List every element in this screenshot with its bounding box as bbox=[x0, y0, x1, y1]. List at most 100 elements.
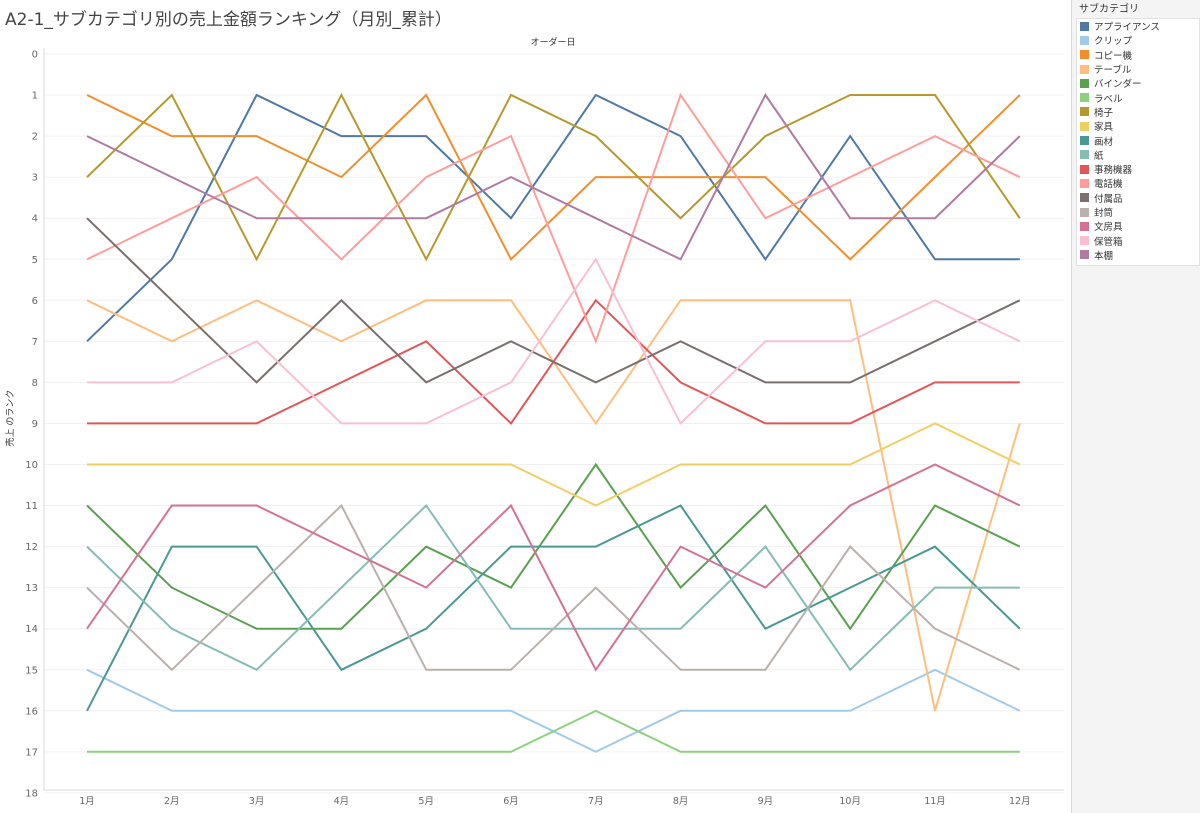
legend-item[interactable]: ラベル bbox=[1077, 90, 1199, 105]
legend-item[interactable]: 家具 bbox=[1077, 119, 1199, 133]
x-tick-label: 11月 bbox=[924, 796, 946, 807]
y-tick-label: 13 bbox=[25, 583, 38, 594]
legend-label: ラベル bbox=[1094, 93, 1123, 105]
y-tick-label: 17 bbox=[25, 747, 38, 758]
legend-label: 本棚 bbox=[1094, 250, 1114, 262]
legend-label: アプライアンス bbox=[1094, 22, 1160, 34]
x-tick-label: 9月 bbox=[758, 796, 774, 807]
y-tick-label: 9 bbox=[32, 419, 38, 430]
y-tick-label: 10 bbox=[25, 460, 38, 471]
series-line-2 bbox=[86, 93, 1021, 261]
y-tick-label: 2 bbox=[32, 132, 38, 143]
series-line-5 bbox=[87, 709, 1020, 753]
x-tick-label: 5月 bbox=[418, 796, 434, 807]
y-tick-label: 0 bbox=[32, 50, 38, 61]
series-lines bbox=[86, 92, 1021, 753]
legend-item[interactable]: 画材 bbox=[1077, 133, 1199, 148]
legend-swatch bbox=[1080, 150, 1089, 160]
y-tick-label: 12 bbox=[25, 542, 38, 553]
legend-item[interactable]: 文房具 bbox=[1077, 219, 1199, 233]
legend-item[interactable]: 紙 bbox=[1077, 148, 1199, 162]
legend-label: 椅子 bbox=[1094, 107, 1114, 119]
series-line-13 bbox=[86, 503, 1021, 672]
legend-swatch bbox=[1080, 221, 1089, 231]
legend-swatch bbox=[1080, 78, 1089, 88]
legend-swatch bbox=[1080, 178, 1089, 188]
legend-label: 保管箱 bbox=[1094, 236, 1123, 248]
legend-label: 電話機 bbox=[1094, 179, 1123, 191]
legend-swatch bbox=[1080, 236, 1089, 246]
x-tick-label: 10月 bbox=[839, 796, 861, 807]
y-tick-label: 8 bbox=[32, 378, 38, 389]
rank-line-chart: オーダー日 売上 のランク 01234567891011121314151617… bbox=[4, 36, 1064, 807]
y-tick-label: 5 bbox=[32, 255, 38, 266]
x-tick-label: 7月 bbox=[588, 796, 604, 807]
legend-item[interactable]: 封筒 bbox=[1077, 205, 1199, 219]
x-tick-label: 12月 bbox=[1009, 796, 1031, 807]
y-tick-label: 4 bbox=[32, 214, 38, 225]
series-line-12 bbox=[86, 217, 1021, 384]
legend-item[interactable]: 保管箱 bbox=[1077, 233, 1199, 248]
x-axis-ticks: 1月 2月 3月 4月 5月 6月 7月 8月 9月 10月 11月 12月 bbox=[79, 796, 1030, 807]
y-tick-label: 7 bbox=[32, 337, 38, 348]
y-tick-label: 3 bbox=[32, 173, 38, 184]
legend-label: 画材 bbox=[1094, 136, 1114, 148]
page-title: A2-1_サブカテゴリ別の売上金額ランキング（月別_累計） bbox=[5, 10, 452, 30]
legend-label: 文房具 bbox=[1094, 222, 1123, 234]
legend-item[interactable]: 電話機 bbox=[1077, 176, 1199, 190]
legend-title: サブカテゴリ bbox=[1079, 4, 1139, 15]
legend-item[interactable]: コピー機 bbox=[1077, 48, 1199, 62]
series-line-4 bbox=[86, 462, 1021, 631]
legend-item[interactable]: 事務機器 bbox=[1077, 162, 1199, 176]
x-tick-label: 1月 bbox=[79, 796, 95, 807]
x-tick-label: 2月 bbox=[164, 796, 180, 807]
legend-swatch bbox=[1080, 107, 1089, 117]
legend-swatch bbox=[1080, 35, 1089, 45]
y-tick-label: 1 bbox=[32, 91, 38, 102]
legend-item[interactable]: テーブル bbox=[1077, 62, 1199, 76]
legend-label: クリップ bbox=[1094, 36, 1133, 48]
legend-item[interactable]: クリップ bbox=[1077, 33, 1199, 47]
legend-item[interactable]: 本棚 bbox=[1077, 248, 1199, 262]
y-tick-label: 14 bbox=[25, 624, 38, 635]
series-line-15 bbox=[87, 257, 1021, 426]
x-tick-label: 6月 bbox=[503, 796, 519, 807]
legend-swatch bbox=[1080, 250, 1089, 260]
x-tick-label: 3月 bbox=[249, 796, 265, 807]
series-line-0 bbox=[86, 93, 1020, 343]
y-tick-label: 18 bbox=[25, 788, 38, 799]
legend-label: 付属品 bbox=[1094, 193, 1123, 205]
series-line-14 bbox=[86, 463, 1021, 672]
x-tick-label: 8月 bbox=[673, 796, 689, 807]
x-tick-label: 4月 bbox=[334, 796, 350, 807]
legend-item[interactable]: バインダー bbox=[1077, 76, 1199, 90]
series-line-11 bbox=[86, 92, 1021, 345]
legend-swatch bbox=[1080, 21, 1089, 31]
legend-label: 家具 bbox=[1094, 122, 1114, 134]
y-tick-label: 16 bbox=[25, 706, 38, 717]
legend-swatch bbox=[1080, 164, 1089, 174]
legend-item[interactable]: 椅子 bbox=[1077, 105, 1199, 119]
legend-swatch bbox=[1080, 121, 1089, 131]
series-line-8 bbox=[86, 504, 1021, 712]
legend-swatch bbox=[1080, 207, 1089, 217]
legend-label: 紙 bbox=[1094, 150, 1104, 162]
x-axis-title: オーダー日 bbox=[530, 36, 575, 48]
legend-item[interactable]: 付属品 bbox=[1077, 191, 1199, 205]
legend-label: テーブル bbox=[1094, 65, 1132, 77]
legend-swatch bbox=[1080, 64, 1089, 74]
legend-swatch bbox=[1080, 93, 1089, 103]
series-line-16 bbox=[86, 93, 1021, 261]
legend-label: 事務機器 bbox=[1094, 165, 1133, 177]
y-tick-label: 6 bbox=[32, 296, 38, 307]
legend-item[interactable]: アプライアンス bbox=[1077, 19, 1199, 33]
series-line-6 bbox=[86, 92, 1021, 262]
legend-swatch bbox=[1080, 136, 1089, 146]
y-tick-label: 15 bbox=[25, 665, 38, 676]
series-line-7 bbox=[87, 422, 1021, 507]
legend-label: コピー機 bbox=[1094, 50, 1133, 62]
legend-label: バインダー bbox=[1094, 79, 1142, 91]
legend-label: 封筒 bbox=[1094, 208, 1114, 219]
legend-swatch bbox=[1080, 193, 1089, 203]
